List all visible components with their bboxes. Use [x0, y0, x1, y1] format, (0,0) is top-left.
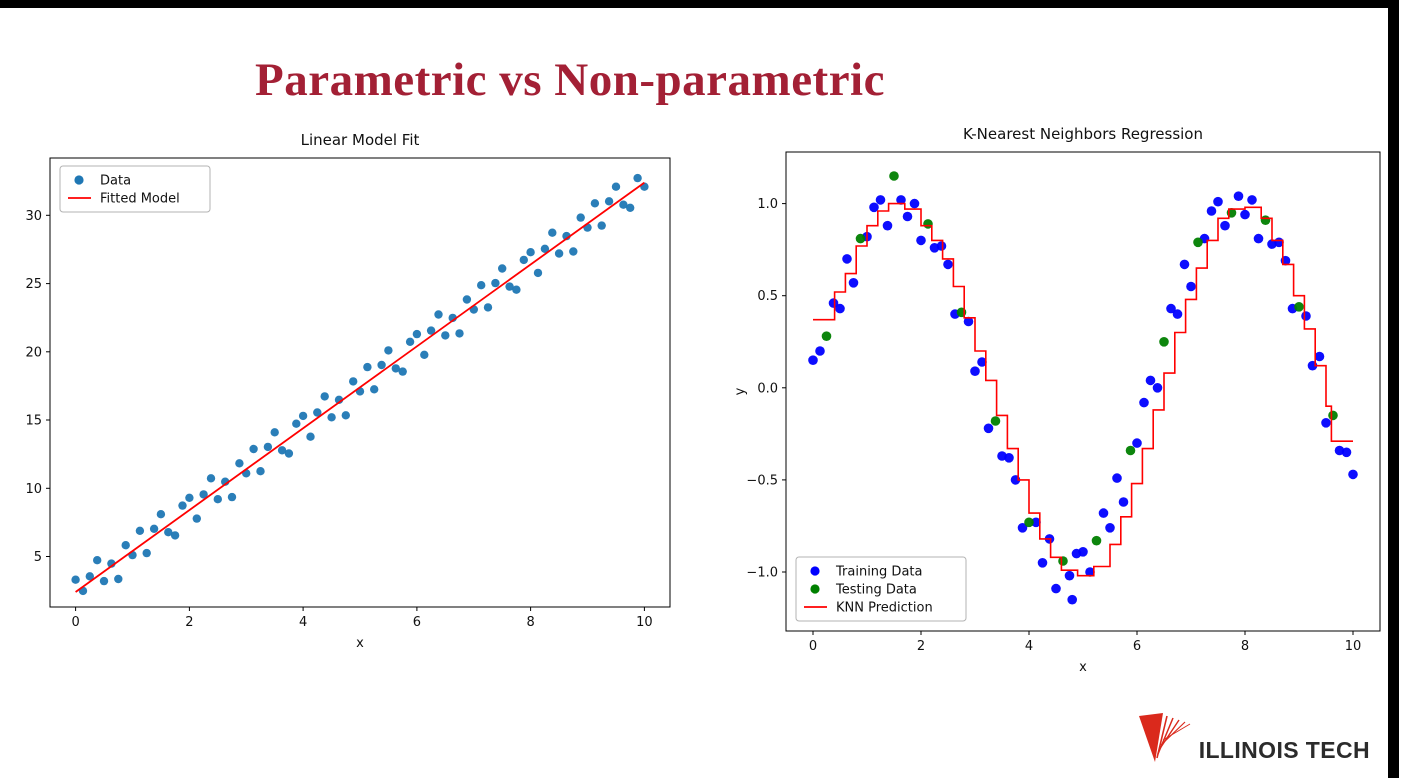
svg-text:0: 0 — [71, 615, 79, 630]
svg-text:KNN Prediction: KNN Prediction — [836, 601, 933, 616]
svg-text:−0.5: −0.5 — [746, 473, 778, 488]
svg-text:Linear Model Fit: Linear Model Fit — [301, 131, 420, 149]
svg-text:y: y — [733, 387, 748, 395]
illinois-tech-logo-text: ILLINOIS TECH — [1198, 737, 1370, 763]
svg-text:x: x — [1079, 660, 1087, 675]
svg-text:15: 15 — [25, 414, 42, 429]
svg-text:25: 25 — [25, 277, 42, 292]
knn-regression-chart: 0 2 4 6 8 10 −1.0 −0.5 0.0 0.5 1.0 K-Nearest Neighb… — [733, 125, 1381, 675]
svg-text:4: 4 — [1025, 639, 1033, 654]
svg-text:Fitted Model: Fitted Model — [100, 192, 180, 207]
svg-text:4: 4 — [299, 615, 307, 630]
slide-right-border — [1388, 0, 1399, 778]
knn-regression-figure: 0 2 4 6 8 10 −1.0 −0.5 0.0 0.5 1.0 K-Nearest Neighb… — [722, 112, 1394, 691]
linear-model-chart: 0 2 4 6 8 10 5 10 15 20 25 30 Linear Model Fit x Data F… — [25, 131, 671, 651]
svg-text:0: 0 — [809, 639, 817, 654]
svg-text:6: 6 — [1133, 639, 1141, 654]
svg-text:2: 2 — [917, 639, 925, 654]
svg-text:Training Data: Training Data — [835, 565, 922, 580]
svg-text:2: 2 — [185, 615, 193, 630]
slide-top-border — [0, 0, 1399, 8]
svg-text:5: 5 — [34, 550, 42, 565]
svg-text:20: 20 — [25, 345, 42, 360]
slide-title: Parametric vs Non-parametric — [255, 54, 885, 107]
svg-text:8: 8 — [1241, 639, 1249, 654]
svg-text:8: 8 — [526, 615, 534, 630]
svg-text:−1.0: −1.0 — [746, 566, 778, 581]
svg-text:1.0: 1.0 — [757, 197, 778, 212]
svg-text:x: x — [356, 636, 364, 651]
svg-text:10: 10 — [25, 482, 42, 497]
linear-model-figure: 0 2 4 6 8 10 5 10 15 20 25 30 Linear Model Fit x Data F… — [4, 118, 694, 667]
svg-text:6: 6 — [413, 615, 421, 630]
svg-text:0.0: 0.0 — [757, 381, 778, 396]
illinois-tech-logo: ILLINOIS TECH — [1133, 712, 1370, 774]
svg-text:0.5: 0.5 — [757, 289, 778, 304]
svg-text:Data: Data — [100, 174, 131, 189]
svg-text:K-Nearest Neighbors Regression: K-Nearest Neighbors Regression — [963, 125, 1203, 143]
svg-text:10: 10 — [636, 615, 653, 630]
svg-text:10: 10 — [1345, 639, 1362, 654]
svg-text:30: 30 — [25, 209, 42, 224]
illinois-tech-logo-mark-icon — [1138, 713, 1190, 762]
svg-text:Testing Data: Testing Data — [835, 583, 917, 598]
